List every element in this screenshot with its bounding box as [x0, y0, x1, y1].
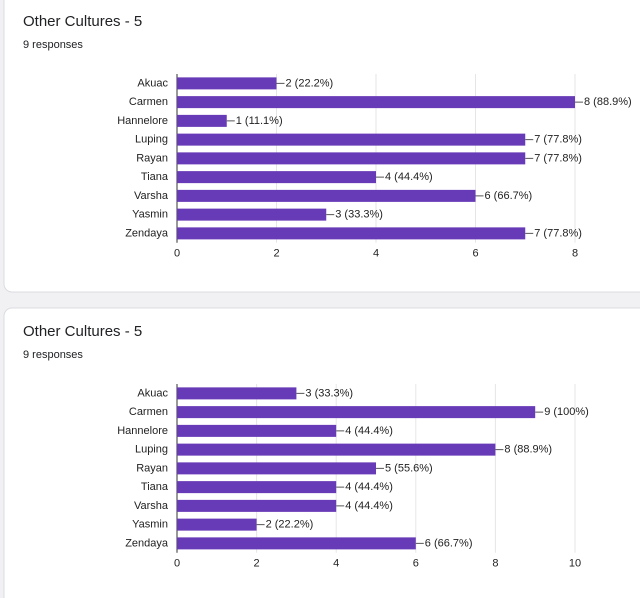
value-label: 8 (88.9%) [504, 444, 552, 456]
y-tick-label: Tiana [141, 481, 169, 493]
y-tick-label: Varsha [134, 190, 169, 202]
value-label: 6 (66.7%) [425, 537, 473, 549]
value-label: 7 (77.8%) [534, 134, 582, 146]
value-label: 2 (22.2%) [286, 77, 334, 89]
x-tick-label: 8 [572, 248, 578, 260]
bar [177, 424, 337, 437]
y-tick-label: Carmen [129, 406, 168, 418]
bar [177, 481, 337, 494]
y-tick-label: Zendaya [125, 227, 169, 239]
x-tick-label: 10 [569, 558, 581, 570]
x-tick-label: 0 [174, 558, 180, 570]
value-label: 3 (33.3%) [305, 387, 353, 399]
chart-title: Other Cultures - 5 [23, 323, 142, 340]
y-tick-label: Luping [135, 134, 168, 146]
bar [177, 114, 227, 127]
y-tick-label: Zendaya [125, 537, 169, 549]
bar [177, 537, 416, 550]
y-tick-label: Yasmin [132, 209, 168, 221]
x-tick-label: 6 [413, 558, 419, 570]
bar [177, 208, 327, 221]
value-label: 4 (44.4%) [345, 481, 393, 493]
x-tick-label: 4 [333, 558, 339, 570]
value-label: 1 (11.1%) [236, 115, 283, 127]
bar [177, 387, 297, 400]
x-tick-label: 2 [273, 248, 279, 260]
y-tick-label: Yasmin [132, 519, 168, 531]
bar [177, 462, 376, 475]
y-tick-label: Rayan [136, 462, 168, 474]
value-label: 5 (55.6%) [385, 462, 433, 474]
x-tick-label: 6 [472, 248, 478, 260]
bar [177, 152, 526, 165]
bar [177, 443, 496, 456]
bar [177, 189, 476, 202]
value-label: 8 (88.9%) [584, 96, 632, 108]
value-label: 7 (77.8%) [534, 152, 582, 164]
y-tick-label: Tiana [141, 171, 169, 183]
response-count: 9 responses [23, 39, 83, 51]
card [3, 0, 640, 293]
value-label: 4 (44.4%) [345, 500, 393, 512]
y-tick-label: Akuac [137, 77, 168, 89]
value-label: 4 (44.4%) [345, 425, 393, 437]
x-tick-label: 8 [492, 558, 498, 570]
x-tick-label: 4 [373, 248, 379, 260]
bar [177, 499, 337, 512]
y-tick-label: Hannelore [117, 115, 168, 127]
value-label: 4 (44.4%) [385, 171, 433, 183]
bar [177, 77, 277, 90]
response-count: 9 responses [23, 349, 83, 361]
y-tick-label: Hannelore [117, 425, 168, 437]
bar [177, 227, 526, 240]
bar [177, 518, 257, 531]
bar [177, 406, 536, 419]
y-tick-label: Varsha [134, 500, 169, 512]
bar [177, 96, 575, 109]
y-tick-label: Luping [135, 444, 168, 456]
value-label: 9 (100%) [544, 406, 589, 418]
y-tick-label: Akuac [137, 387, 168, 399]
chart-title: Other Cultures - 5 [23, 13, 142, 30]
bar [177, 171, 376, 184]
x-tick-label: 0 [174, 248, 180, 260]
x-tick-label: 2 [254, 558, 260, 570]
value-label: 3 (33.3%) [335, 209, 383, 221]
value-label: 2 (22.2%) [266, 519, 314, 531]
value-label: 6 (66.7%) [485, 190, 533, 202]
bar [177, 133, 526, 146]
y-tick-label: Rayan [136, 152, 168, 164]
y-tick-label: Carmen [129, 96, 168, 108]
value-label: 7 (77.8%) [534, 227, 582, 239]
